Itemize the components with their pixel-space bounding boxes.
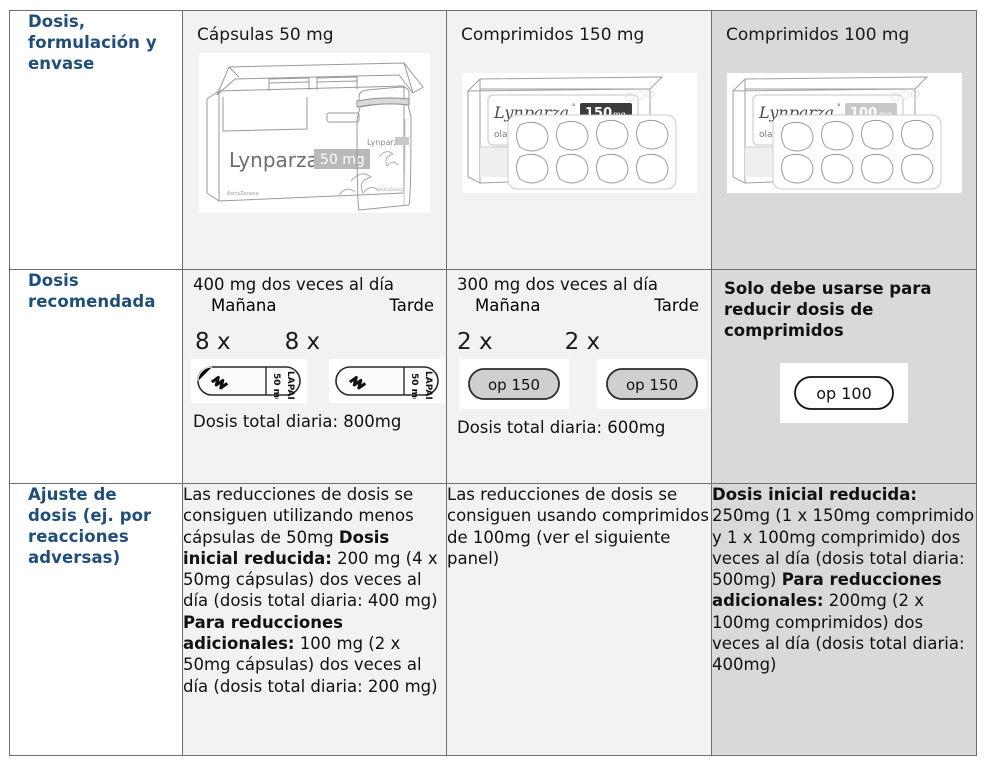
lynparza-150mg-carton-image: Lynparza ° 150 mg olapa bbox=[461, 73, 697, 194]
tablets150-count-row: 2 x 2 x bbox=[447, 315, 711, 355]
tablet-lineart: op 150 bbox=[606, 368, 698, 401]
further-reduction-label: Para reducciones adicionales: bbox=[183, 612, 343, 654]
capsules-dose-title: 400 mg dos veces al día bbox=[193, 274, 395, 294]
morning-count: 8 x bbox=[195, 329, 231, 356]
dosing-comparison-table: Dosis, formulación y envase Cápsulas 50 … bbox=[9, 10, 977, 756]
tablet-lineart-100: op 100 bbox=[794, 376, 894, 410]
row-label-dose-adjustment: Ajuste de dosis (ej. por reacciones adve… bbox=[9, 483, 183, 756]
tablets150-adjustment-text: Las reducciones de dosis se consiguen us… bbox=[447, 484, 711, 569]
reduced-start-text: 200 mg (4 x 50mg cápsulas) dos veces al … bbox=[183, 548, 438, 611]
adjustment-intro: Las reducciones de dosis se consiguen us… bbox=[447, 485, 709, 568]
tablets100-adjustment-text: Dosis inicial reducida: 250mg (1 x 150mg… bbox=[712, 484, 976, 676]
svg-text:olapa: olapa bbox=[759, 130, 784, 140]
svg-text:LAPAR: LAPAR bbox=[285, 371, 295, 399]
table-row-formulation: Dosis, formulación y envase Cápsulas 50 … bbox=[9, 10, 977, 270]
carton-blister-lineart-100: Lynparza ° 100 mg olapa bbox=[731, 76, 941, 190]
column-header-tablets100: Comprimidos 100 mg bbox=[726, 25, 910, 45]
further-reduction-text: 100 mg (2 x 50mg cápsulas) dos veces al … bbox=[183, 634, 438, 696]
svg-text:olapa: olapa bbox=[494, 130, 519, 140]
row-label-recommended-dose: Dosis recomendada bbox=[9, 268, 183, 485]
olaparib-tablet-100mg-icon: op 100 bbox=[780, 362, 908, 423]
tablets150-dose-title: 300 mg dos veces al día bbox=[457, 274, 659, 294]
evening-count: 8 x bbox=[284, 329, 321, 356]
reduced-start-label: Dosis inicial reducida: bbox=[712, 485, 917, 505]
svg-text:°: ° bbox=[572, 103, 576, 111]
morning-label: Mañana bbox=[211, 296, 277, 316]
carton-bottle-lineart: Lynparza ° 50 mg AstraZeneca Lynpar bbox=[206, 62, 424, 211]
evening-label: Tarde bbox=[389, 296, 434, 316]
adjustment-intro: Las reducciones de dosis se consiguen ut… bbox=[183, 485, 414, 547]
further-reduction-text: 200mg (2 x 100mg comprimidos) dos veces … bbox=[712, 591, 965, 675]
carton-blister-lineart: Lynparza ° 150 mg olapa bbox=[466, 76, 676, 190]
svg-text:°: ° bbox=[837, 103, 841, 111]
evening-label: Tarde bbox=[654, 296, 699, 316]
row-label-line: adversas) bbox=[28, 548, 121, 568]
olaparib-capsule-50mg-icon: 50 mg LAPAR bbox=[191, 359, 307, 405]
svg-text:op 100: op 100 bbox=[816, 384, 872, 403]
cell-tablets100-adjustment: Dosis inicial reducida: 250mg (1 x 150mg… bbox=[711, 483, 977, 756]
row-label-line: Dosis, bbox=[28, 12, 86, 31]
row-label-line: formulación y bbox=[28, 33, 157, 53]
tablets100-unit-row: op 100 bbox=[712, 341, 976, 423]
reduced-start-text: 250mg (1 x 150mg comprimido y 1 x 100mg … bbox=[712, 506, 975, 590]
tablet-lineart: op 150 bbox=[468, 368, 560, 401]
row-label-formulation: Dosis, formulación y envase bbox=[9, 10, 183, 270]
column-header-tablets150: Comprimidos 150 mg bbox=[461, 25, 645, 45]
column-header-capsules: Cápsulas 50 mg bbox=[197, 25, 334, 45]
lynparza-50mg-carton-image: Lynparza ° 50 mg AstraZeneca Lynpar bbox=[199, 53, 430, 214]
svg-text:AstraZeneca: AstraZeneca bbox=[227, 191, 259, 197]
evening-count: 2 x bbox=[564, 329, 601, 356]
table-row-recommended-dose: Dosis recomendada 400 mg dos veces al dí… bbox=[9, 268, 977, 485]
tablets100-warning: Solo debe usarse para reducir dosis de c… bbox=[724, 278, 932, 340]
row-label-line: dosis (ej. por bbox=[28, 506, 152, 526]
svg-text:LAPAR: LAPAR bbox=[423, 371, 433, 399]
further-reduction-label: Para reducciones adicionales: bbox=[712, 570, 942, 611]
lynparza-100mg-carton-image: Lynparza ° 100 mg olapa bbox=[726, 73, 962, 194]
row-label-line: envase bbox=[28, 54, 95, 74]
morning-count: 2 x bbox=[457, 329, 493, 356]
olaparib-tablet-150mg-icon: op 150 bbox=[597, 359, 707, 410]
tablets150-unit-row: op 150 op 150 bbox=[447, 355, 711, 410]
table-row-dose-adjustment: Ajuste de dosis (ej. por reacciones adve… bbox=[9, 483, 977, 756]
capsules-adjustment-text: Las reducciones de dosis se consiguen ut… bbox=[183, 484, 446, 697]
svg-text:op 150: op 150 bbox=[626, 376, 678, 394]
svg-text:Lynparza: Lynparza bbox=[229, 148, 319, 172]
tablets150-total-dose: Dosis total diaria: 600mg bbox=[457, 418, 666, 438]
capsules-total-dose: Dosis total diaria: 800mg bbox=[193, 412, 402, 432]
svg-text:Lynparza: Lynparza bbox=[367, 138, 403, 147]
cell-tablets150-dose: 300 mg dos veces al día Mañana Tarde 2 x… bbox=[446, 268, 712, 485]
cell-tablets100-formulation: Comprimidos 100 mg Lynparza ° 100 bbox=[711, 10, 977, 270]
cell-capsules-dose: 400 mg dos veces al día Mañana Tarde 8 x… bbox=[182, 268, 447, 485]
capsules-unit-row: 50 mg LAPAR 50 mg LAPAR bbox=[183, 355, 446, 405]
cell-tablets100-dose: Solo debe usarse para reducir dosis de c… bbox=[711, 268, 977, 485]
cell-tablets150-formulation: Comprimidos 150 mg Lynparza ° bbox=[446, 10, 712, 270]
svg-text:50 mg: 50 mg bbox=[320, 152, 365, 168]
row-label-line: recomendada bbox=[28, 291, 156, 311]
morning-label: Mañana bbox=[475, 296, 541, 316]
capsules-timing-row: Mañana Tarde bbox=[183, 295, 446, 315]
cell-capsules-adjustment: Las reducciones de dosis se consiguen ut… bbox=[182, 483, 447, 756]
capsule-lineart: 50 mg LAPAR bbox=[197, 366, 301, 405]
capsule-lineart: 50 mg LAPAR bbox=[335, 366, 439, 405]
olaparib-capsule-50mg-icon: 50 mg LAPAR bbox=[329, 359, 445, 405]
row-label-line: Dosis bbox=[28, 270, 79, 290]
cell-capsules-formulation: Cápsulas 50 mg bbox=[182, 10, 447, 270]
svg-text:op 150: op 150 bbox=[488, 376, 540, 394]
row-label-line: reacciones bbox=[28, 527, 129, 547]
svg-text:50 mg: 50 mg bbox=[271, 373, 281, 399]
capsules-count-row: 8 x 8 x bbox=[183, 315, 446, 355]
row-label-line: Ajuste de bbox=[28, 485, 117, 505]
reduced-start-label: Dosis inicial reducida: bbox=[183, 527, 390, 568]
cell-tablets150-adjustment: Las reducciones de dosis se consiguen us… bbox=[446, 483, 712, 756]
olaparib-tablet-150mg-icon: op 150 bbox=[459, 359, 569, 410]
tablets150-timing-row: Mañana Tarde bbox=[447, 295, 711, 315]
svg-text:50 mg: 50 mg bbox=[409, 373, 419, 399]
svg-text:AstraZeneca: AstraZeneca bbox=[379, 187, 405, 192]
